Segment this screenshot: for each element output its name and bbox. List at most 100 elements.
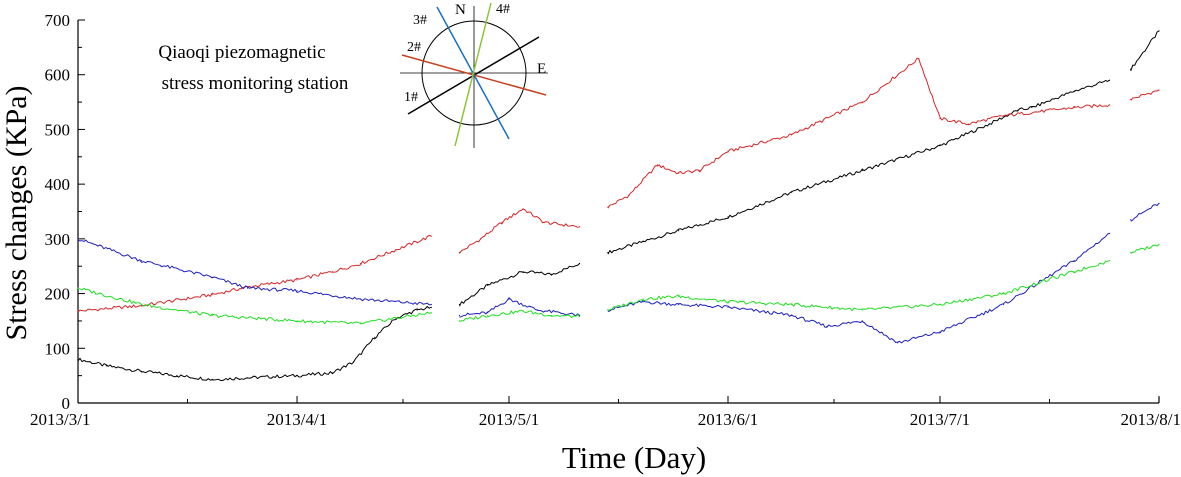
- y-tick-label: 600: [45, 66, 71, 85]
- y-tick-label: 400: [45, 175, 71, 194]
- series-point: [607, 251, 609, 254]
- series-point: [1073, 106, 1075, 109]
- series-point: [1130, 98, 1132, 100]
- series-point: [642, 298, 644, 300]
- series-point: [861, 169, 863, 172]
- y-axis-label: Stress changes (KPa): [0, 86, 33, 341]
- y-tick-label: 0: [62, 394, 71, 413]
- series-line-3: [77, 202, 1160, 344]
- series-segment: [459, 208, 580, 254]
- series-point: [607, 309, 609, 311]
- series-point: [211, 294, 213, 296]
- x-tick-label: 2013/5/1: [479, 410, 539, 429]
- series-point: [360, 298, 362, 300]
- series-point: [1017, 109, 1019, 111]
- series-point: [211, 378, 213, 381]
- series-layer: [77, 30, 1160, 382]
- series-point: [430, 312, 432, 314]
- series-point: [296, 279, 298, 281]
- series-point: [77, 310, 79, 312]
- compass-inset: N E 3# 4# 2# 1#: [400, 2, 548, 148]
- series-point: [416, 309, 418, 311]
- probe-label-2: 2#: [407, 40, 421, 55]
- annotation-line-1: Qiaoqi piezomagnetic: [158, 42, 325, 63]
- x-tick-label: 2013/4/1: [267, 410, 327, 429]
- series-point: [1130, 219, 1132, 221]
- series-segment: [1130, 89, 1160, 101]
- series-point: [579, 316, 581, 318]
- series-point: [501, 221, 503, 223]
- series-point: [543, 221, 545, 223]
- series-point: [861, 320, 863, 322]
- x-axis-label: Time (Day): [562, 440, 706, 475]
- series-segment: [1130, 30, 1160, 72]
- series-point: [331, 271, 333, 273]
- series-point: [939, 331, 941, 333]
- series-point: [77, 238, 79, 240]
- series-point: [678, 303, 680, 306]
- series-point: [1073, 260, 1075, 262]
- series-point: [360, 262, 362, 265]
- series-point: [331, 372, 333, 374]
- x-tick-label: 2013/8/1: [1121, 410, 1181, 429]
- series-segment: [1130, 243, 1160, 254]
- series-point: [296, 290, 298, 292]
- series-point: [861, 101, 863, 103]
- series-point: [458, 320, 461, 322]
- y-tick-label: 100: [45, 339, 71, 358]
- x-tick-label: 2013/3/1: [30, 410, 90, 429]
- series-point: [939, 145, 941, 147]
- series-line-2: [77, 57, 1160, 313]
- series-point: [550, 273, 553, 275]
- series-point: [727, 216, 729, 218]
- series-point: [352, 361, 355, 363]
- series-point: [522, 208, 524, 210]
- series-segment: [77, 239, 432, 306]
- series-point: [678, 295, 680, 297]
- series-point: [1003, 293, 1005, 295]
- series-point: [360, 323, 362, 325]
- series-point: [480, 238, 482, 240]
- series-point: [1003, 303, 1005, 306]
- series-point: [458, 303, 461, 306]
- series-point: [727, 301, 729, 303]
- series-point: [1073, 90, 1075, 92]
- series-point: [487, 314, 489, 317]
- series-point: [1073, 271, 1075, 273]
- probe-label-3: 3#: [413, 13, 427, 28]
- series-point: [395, 249, 397, 251]
- x-tick-label: 2013/6/1: [698, 410, 758, 429]
- series-point: [141, 370, 143, 372]
- x-ticks: 2013/3/1 2013/4/1 2013/5/1 2013/6/1 2013/7/1…: [30, 396, 1181, 429]
- series-point: [791, 303, 793, 306]
- series-point: [939, 303, 941, 306]
- series-point: [522, 271, 524, 273]
- series-point: [967, 123, 969, 125]
- series-point: [897, 342, 899, 344]
- probe-label-1: 1#: [404, 90, 418, 105]
- series-line-1: [77, 30, 1160, 382]
- series-point: [211, 314, 213, 317]
- series-point: [1158, 89, 1160, 91]
- series-point: [1108, 232, 1111, 234]
- series-segment: [607, 260, 1110, 312]
- y-tick-label: 700: [45, 11, 71, 30]
- series-line-4: [77, 243, 1160, 325]
- series-segment: [77, 306, 432, 382]
- y-ticks: 0 100 200 300 400 500 600 700: [45, 11, 85, 413]
- series-point: [1031, 106, 1033, 109]
- series-point: [247, 377, 249, 379]
- series-point: [430, 235, 432, 237]
- series-point: [1108, 79, 1111, 81]
- series-point: [296, 375, 298, 377]
- series-segment: [78, 287, 432, 325]
- annotation-line-2: stress monitoring station: [162, 73, 349, 94]
- series-point: [77, 358, 79, 360]
- series-point: [1158, 243, 1160, 245]
- series-point: [826, 325, 828, 327]
- series-point: [727, 306, 729, 308]
- y-tick-label: 500: [45, 120, 71, 139]
- series-point: [727, 150, 729, 152]
- series-point: [918, 57, 920, 59]
- series-point: [678, 172, 680, 174]
